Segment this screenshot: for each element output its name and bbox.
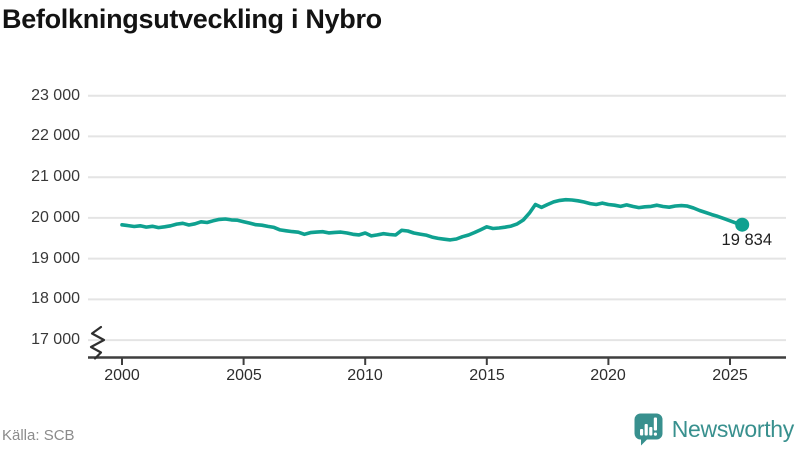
newsworthy-logo[interactable]: Newsworthy — [633, 412, 794, 446]
y-tick-label: 22 000 — [31, 127, 80, 144]
y-tick-label: 23 000 — [31, 87, 80, 104]
y-axis-break-icon — [89, 325, 106, 360]
latest-value-dot — [735, 217, 750, 232]
y-tick-label: 19 000 — [31, 250, 80, 267]
x-tick-label: 2005 — [226, 367, 262, 384]
population-series-line — [120, 197, 745, 242]
x-tick-label: 2015 — [469, 367, 505, 384]
y-tick-label: 21 000 — [31, 168, 80, 185]
chart-title: Befolkningsutveckling i Nybro — [2, 4, 382, 34]
x-tick-label: 2020 — [590, 367, 626, 384]
x-tick-label: 2010 — [347, 367, 383, 384]
newsworthy-icon — [634, 413, 663, 446]
latest-value-label: 19 834 — [721, 231, 772, 249]
y-tick-label: 18 000 — [31, 290, 80, 307]
y-tick-label: 17 000 — [31, 331, 80, 348]
y-tick-label: 20 000 — [31, 209, 80, 226]
newsworthy-wordmark: Newsworthy — [671, 415, 795, 442]
x-tick-label: 2025 — [712, 367, 748, 384]
source-caption: Källa: SCB — [2, 427, 75, 444]
x-tick-label: 2000 — [104, 367, 140, 384]
